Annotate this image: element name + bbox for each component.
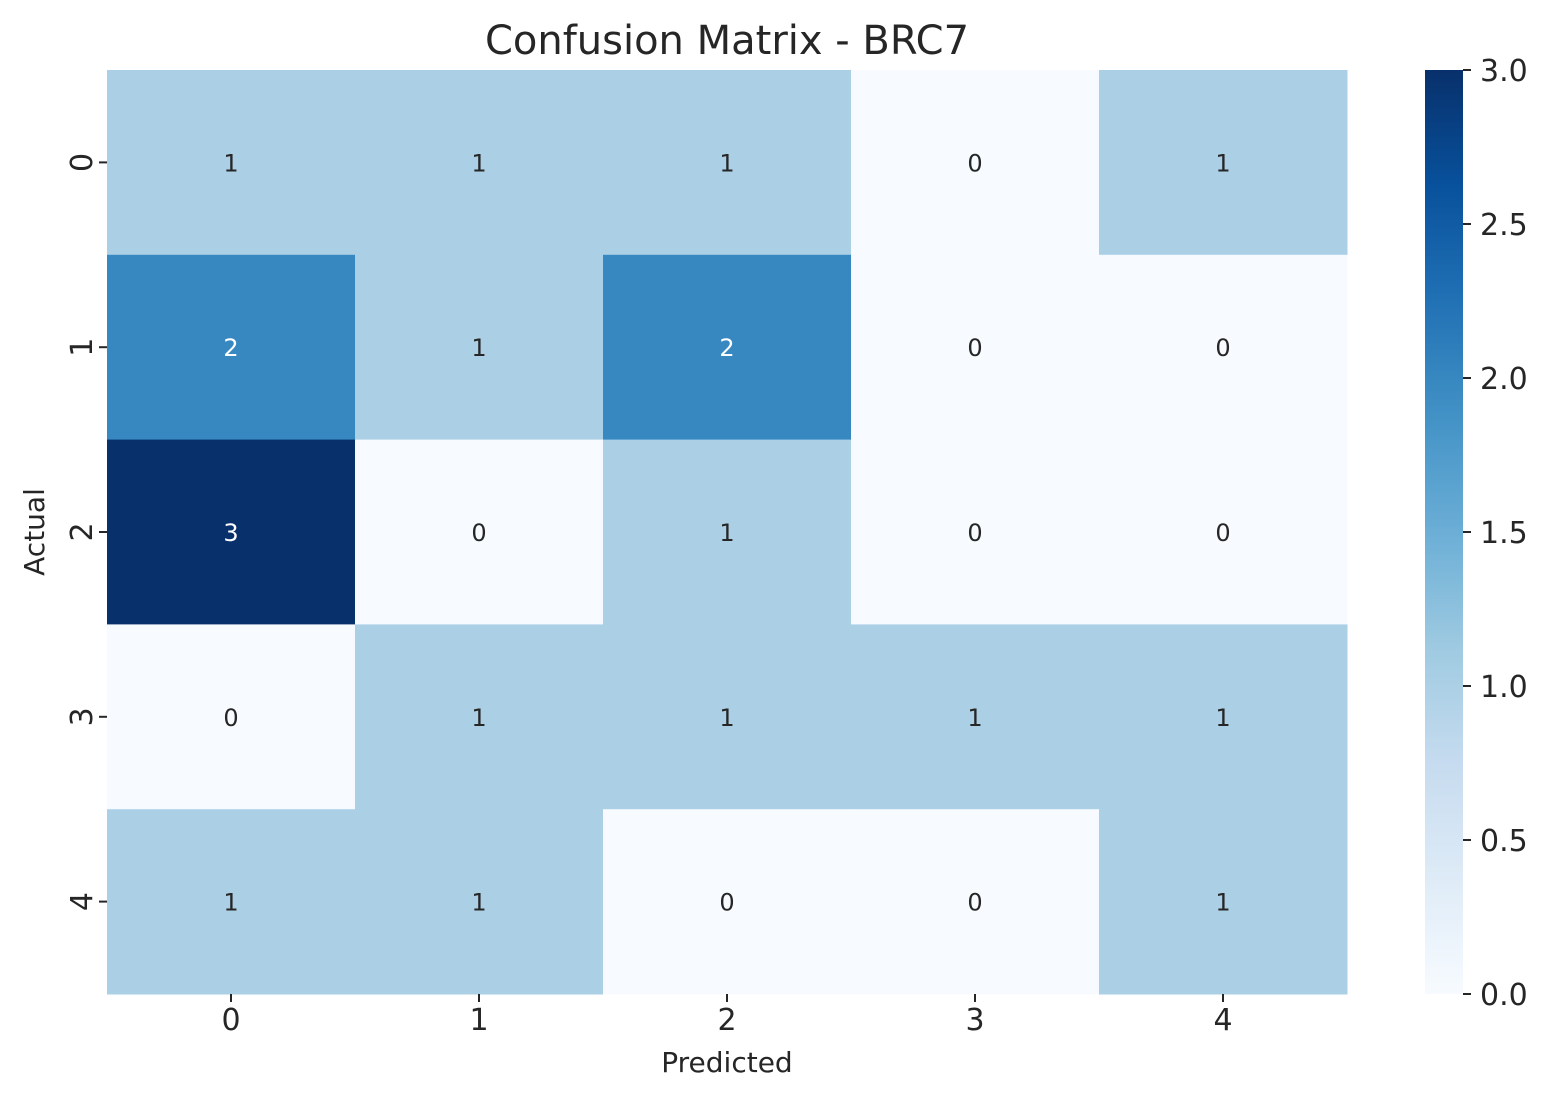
heatmap-cell-r0-c4 — [1099, 70, 1348, 256]
cell-value-r1-c1: 1 — [471, 334, 486, 362]
heatmap-cell-r4-c1 — [355, 809, 604, 995]
heatmap-cell-r3-c1 — [355, 624, 604, 810]
x-axis-label: Predicted — [661, 1046, 792, 1079]
x-tick-label-3: 3 — [965, 1003, 984, 1038]
cell-value-r1-c0: 2 — [223, 334, 238, 362]
heatmap-annotations: 1 1 1 0 1 2 1 2 0 0 3 0 1 0 0 0 1 1 1 1 1 1 0 0 1 — [223, 149, 1230, 916]
heatmap-cell-r2-c4 — [1099, 439, 1348, 625]
cell-value-r0-c2: 1 — [719, 149, 734, 177]
cell-value-r2-c1: 0 — [471, 519, 486, 547]
heatmap-cell-r2-c2 — [603, 439, 852, 625]
cell-value-r4-c3: 0 — [967, 889, 982, 917]
heatmap-cell-r0-c0 — [107, 70, 356, 256]
heatmap-cell-r4-c4 — [1099, 809, 1348, 995]
heatmap-cell-r3-c2 — [603, 624, 852, 810]
heatmap-cell-r1-c3 — [851, 254, 1100, 441]
x-axis-ticks: 0 1 2 3 4 — [221, 994, 1233, 1038]
heatmap-cell-r0-c1 — [355, 70, 604, 256]
cell-value-r2-c4: 0 — [1215, 519, 1230, 547]
cell-value-r0-c1: 1 — [471, 149, 486, 177]
heatmap-cell-r1-c4 — [1099, 254, 1348, 441]
heatmap-cell-r4-c0 — [107, 809, 356, 995]
cell-value-r2-c0: 3 — [223, 519, 238, 547]
heatmap-cell-r0-c3 — [851, 70, 1100, 256]
heatmap-cell-r4-c2 — [603, 809, 852, 995]
y-tick-label-4: 4 — [65, 892, 100, 911]
colorbar-tick-label-4: 2.0 — [1480, 362, 1528, 397]
heatmap-cell-r3-c4 — [1099, 624, 1348, 810]
cell-value-r4-c0: 1 — [223, 889, 238, 917]
cell-value-r0-c0: 1 — [223, 149, 238, 177]
heatmap-cell-r0-c2 — [603, 70, 852, 256]
heatmap-cell-r1-c0 — [107, 254, 356, 441]
colorbar-tick-label-5: 2.5 — [1480, 208, 1528, 243]
colorbar-tick-label-0: 0.0 — [1480, 978, 1528, 1013]
colorbar-tick-label-3: 1.5 — [1480, 516, 1528, 551]
cell-value-r3-c1: 1 — [471, 704, 486, 732]
cell-value-r3-c4: 1 — [1215, 704, 1230, 732]
colorbar-tick-label-1: 0.5 — [1480, 824, 1528, 859]
colorbar-ticks: 0.0 0.5 1.0 1.5 2.0 2.5 3.0 — [1463, 54, 1528, 1013]
colorbar-tick-label-2: 1.0 — [1480, 670, 1528, 705]
cell-value-r0-c3: 0 — [967, 149, 982, 177]
heatmap-cells — [107, 70, 1348, 995]
cell-value-r3-c0: 0 — [223, 704, 238, 732]
y-tick-label-3: 3 — [65, 707, 100, 726]
chart-title: Confusion Matrix - BRC7 — [485, 18, 969, 64]
x-tick-label-4: 4 — [1213, 1003, 1232, 1038]
x-tick-label-2: 2 — [717, 1003, 736, 1038]
heatmap-cell-r1-c2 — [603, 254, 852, 441]
heatmap-cell-r1-c1 — [355, 254, 604, 441]
y-tick-label-1: 1 — [65, 338, 100, 357]
y-tick-label-2: 2 — [65, 522, 100, 541]
heatmap-cell-r2-c0 — [107, 439, 356, 625]
cell-value-r2-c2: 1 — [719, 519, 734, 547]
y-tick-label-0: 0 — [65, 153, 100, 172]
heatmap-cell-r4-c3 — [851, 809, 1100, 995]
heatmap-cell-r2-c3 — [851, 439, 1100, 625]
x-tick-label-1: 1 — [469, 1003, 488, 1038]
heatmap-cell-r2-c1 — [355, 439, 604, 625]
x-tick-label-0: 0 — [221, 1003, 240, 1038]
cell-value-r1-c2: 2 — [719, 334, 734, 362]
cell-value-r4-c2: 0 — [719, 889, 734, 917]
cell-value-r4-c4: 1 — [1215, 889, 1230, 917]
colorbar — [1425, 70, 1463, 994]
heatmap-cell-r3-c0 — [107, 624, 356, 810]
y-axis-ticks: 0 1 2 3 4 — [65, 153, 107, 911]
cell-value-r1-c4: 0 — [1215, 334, 1230, 362]
cell-value-r3-c3: 1 — [967, 704, 982, 732]
cell-value-r2-c3: 0 — [967, 519, 982, 547]
cell-value-r1-c3: 0 — [967, 334, 982, 362]
cell-value-r4-c1: 1 — [471, 889, 486, 917]
cell-value-r0-c4: 1 — [1215, 149, 1230, 177]
colorbar-tick-label-6: 3.0 — [1480, 54, 1528, 89]
cell-value-r3-c2: 1 — [719, 704, 734, 732]
heatmap-cell-r3-c3 — [851, 624, 1100, 810]
y-axis-label: Actual — [18, 488, 51, 576]
